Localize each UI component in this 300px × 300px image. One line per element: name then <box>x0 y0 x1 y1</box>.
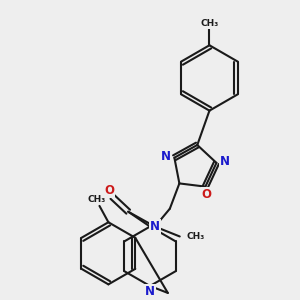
Text: CH₃: CH₃ <box>87 195 106 204</box>
Text: CH₃: CH₃ <box>186 232 205 241</box>
Text: N: N <box>150 220 160 233</box>
Text: N: N <box>160 150 170 163</box>
Text: N: N <box>145 285 155 298</box>
Text: O: O <box>104 184 114 197</box>
Text: CH₃: CH₃ <box>200 20 219 28</box>
Text: N: N <box>220 155 230 168</box>
Text: O: O <box>202 188 212 200</box>
